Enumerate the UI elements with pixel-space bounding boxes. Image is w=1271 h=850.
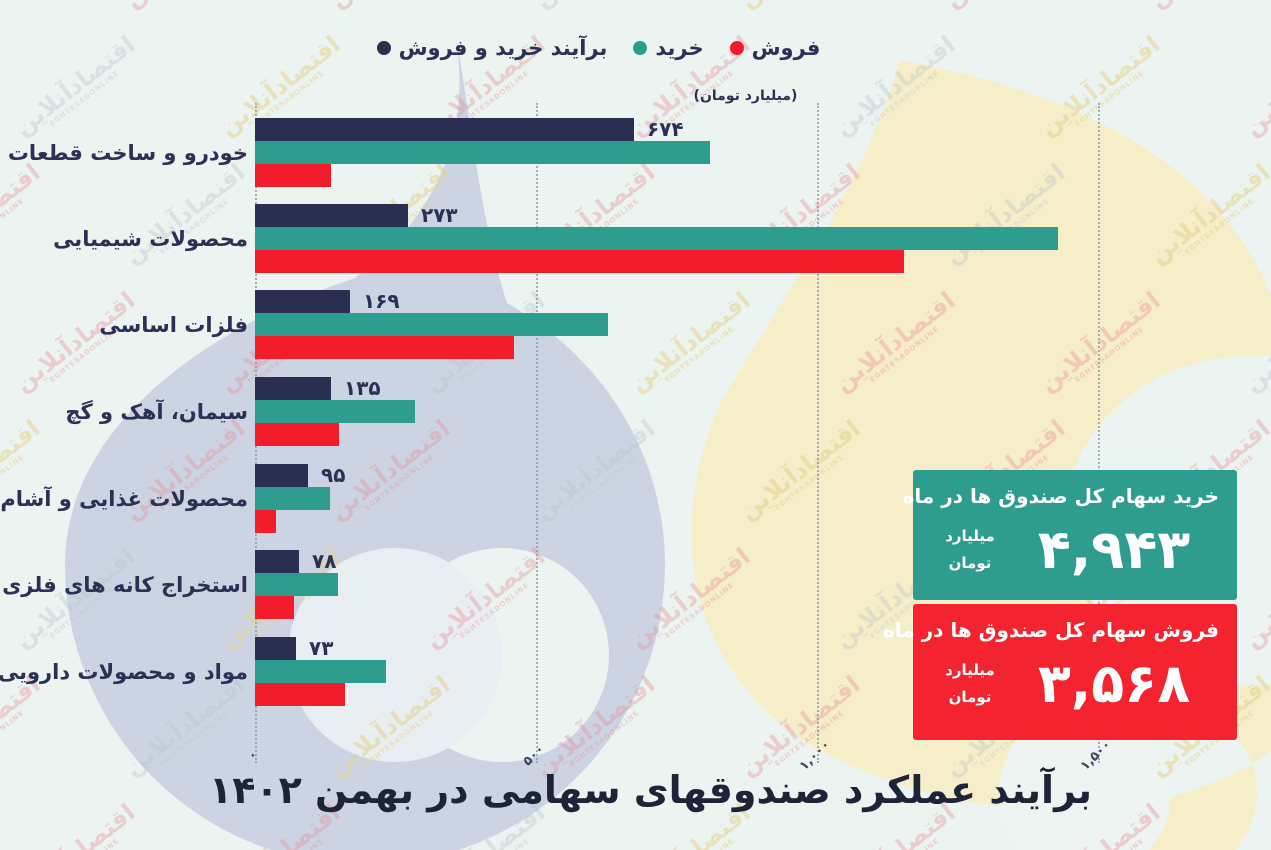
main-title: برآیند عملکرد صندوقهای سهامی در بهمن ۱۴۰…	[209, 768, 1092, 812]
axis-unit-note: (میلیارد تومان)	[693, 88, 798, 104]
sell-total-unit-line1: میلیارد	[945, 660, 995, 679]
bar-value-label-4: ۹۵	[321, 463, 346, 487]
yellow-droplet-hole	[999, 707, 1171, 850]
blue-droplet-hole	[288, 548, 502, 762]
sell-total-box: فروش سهام کل صندوق ها در ماه میلیارد توم…	[882, 604, 1237, 740]
category-label-0: خودرو و ساخت قطعات	[7, 140, 248, 165]
bar-buy-5	[255, 573, 338, 596]
bar-net-2	[255, 290, 350, 313]
legend-label-sell: فروش	[751, 36, 821, 60]
bar-value-label-2: ۱۶۹	[363, 289, 400, 313]
sell-total-row: میلیارد تومان ۳,۵۶۸	[931, 652, 1219, 715]
buy-total-box: خرید سهام کل صندوق ها در ماه میلیارد توم…	[902, 470, 1237, 600]
bar-buy-3	[255, 400, 415, 423]
bar-value-label-5: ۷۸	[312, 549, 337, 573]
category-label-3: سیمان، آهک و گچ	[65, 399, 248, 424]
buy-total-unit: میلیارد تومان	[931, 523, 1009, 577]
bar-net-0	[255, 118, 634, 141]
category-label-5: استخراج کانه های فلزی	[2, 572, 248, 597]
bar-buy-1	[255, 227, 1058, 250]
buy-total-value: ۴,۹۴۳	[1037, 518, 1191, 581]
gridline-500	[536, 103, 538, 763]
buy-total-title: خرید سهام کل صندوق ها در ماه	[902, 484, 1219, 508]
bar-sell-6	[255, 683, 345, 706]
legend-dot-buy-icon	[633, 41, 648, 55]
bar-sell-3	[255, 423, 339, 446]
legend: فروش خرید برآیند خرید و فروش	[0, 36, 1234, 60]
sell-total-value: ۳,۵۶۸	[1037, 652, 1191, 715]
legend-item-buy: خرید	[633, 36, 704, 60]
sell-total-unit-line2: تومان	[948, 687, 992, 706]
sell-total-unit: میلیارد تومان	[931, 657, 1009, 711]
bar-value-label-6: ۷۳	[309, 636, 334, 660]
bar-net-5	[255, 550, 299, 573]
sell-total-title: فروش سهام کل صندوق ها در ماه	[882, 618, 1219, 642]
buy-total-unit-line2: تومان	[948, 553, 992, 572]
bar-buy-0	[255, 141, 710, 164]
legend-dot-sell-icon	[729, 41, 744, 55]
bar-buy-2	[255, 313, 608, 336]
category-label-1: محصولات شیمیایی	[53, 226, 248, 251]
blue-droplet-shape	[65, 32, 665, 850]
bar-value-label-3: ۱۳۵	[344, 376, 381, 400]
bar-value-label-1: ۲۷۳	[421, 203, 458, 227]
legend-item-net: برآیند خرید و فروش	[376, 36, 608, 60]
legend-item-sell: فروش	[729, 36, 821, 60]
category-label-6: مواد و محصولات دارویی	[0, 659, 248, 684]
gridline-1000	[817, 103, 819, 763]
bar-sell-1	[255, 250, 904, 273]
category-label-2: فلزات اساسی	[99, 312, 248, 337]
bar-net-6	[255, 637, 296, 660]
legend-dot-net-icon	[376, 41, 391, 55]
bar-buy-6	[255, 660, 386, 683]
bar-net-1	[255, 204, 408, 227]
legend-label-net: برآیند خرید و فروش	[398, 36, 608, 60]
bar-net-3	[255, 377, 331, 400]
buy-total-row: میلیارد تومان ۴,۹۴۳	[931, 518, 1219, 581]
bar-sell-0	[255, 164, 331, 187]
category-label-4: محصولات غذایی و آشام...	[0, 486, 248, 511]
bar-sell-5	[255, 596, 294, 619]
legend-label-buy: خرید	[655, 36, 704, 60]
bar-net-4	[255, 464, 308, 487]
gridline-1500	[1098, 103, 1100, 763]
bar-sell-2	[255, 336, 514, 359]
bar-sell-4	[255, 510, 276, 533]
bar-value-label-0: ۶۷۴	[647, 117, 684, 141]
buy-total-unit-line1: میلیارد	[945, 526, 995, 545]
bar-buy-4	[255, 487, 330, 510]
